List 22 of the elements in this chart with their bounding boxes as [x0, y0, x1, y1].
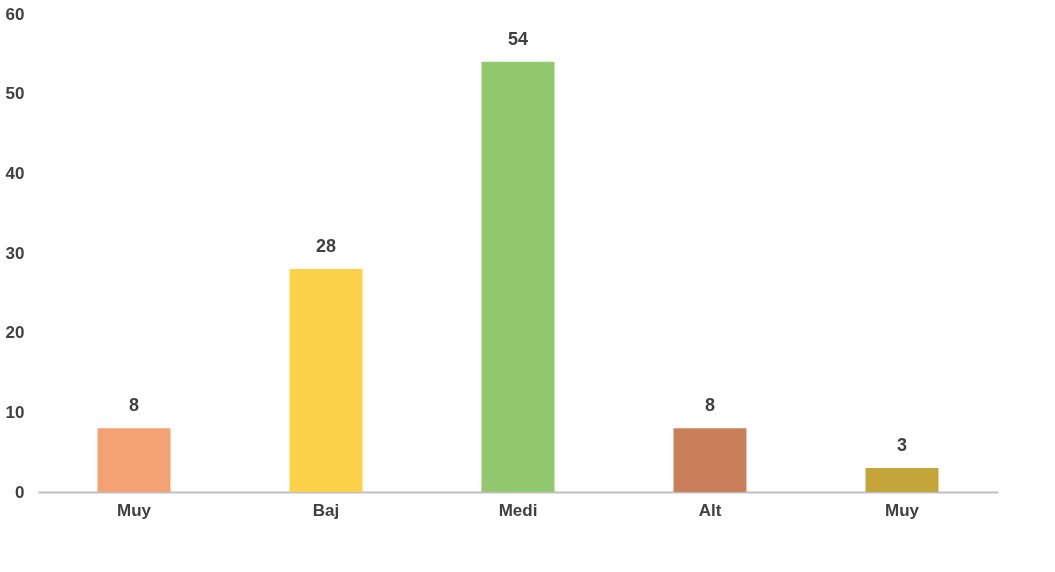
data-label: 8	[704, 395, 716, 416]
data-label: 28	[315, 235, 337, 256]
bar	[289, 268, 363, 492]
x-tick-label: Baj	[312, 500, 340, 520]
bar	[673, 428, 747, 492]
x-tick-label: Muy	[117, 500, 152, 520]
bar	[481, 61, 555, 492]
y-tick-label: 40	[5, 163, 25, 183]
data-label: 54	[507, 28, 529, 49]
x-tick-label: Alt	[698, 500, 722, 520]
data-label: 3	[896, 435, 908, 456]
y-tick-label: 0	[15, 482, 25, 502]
bar	[865, 468, 939, 492]
y-tick-label: 60	[5, 4, 25, 24]
x-tick-label: Muy	[885, 500, 920, 520]
bar	[97, 428, 171, 492]
y-tick-label: 20	[5, 323, 25, 343]
data-label: 8	[128, 395, 140, 416]
x-tick-label: Medi	[498, 500, 538, 520]
y-tick-label: 30	[5, 243, 25, 263]
y-tick-label: 10	[5, 402, 25, 422]
y-tick-label: 50	[5, 84, 25, 104]
